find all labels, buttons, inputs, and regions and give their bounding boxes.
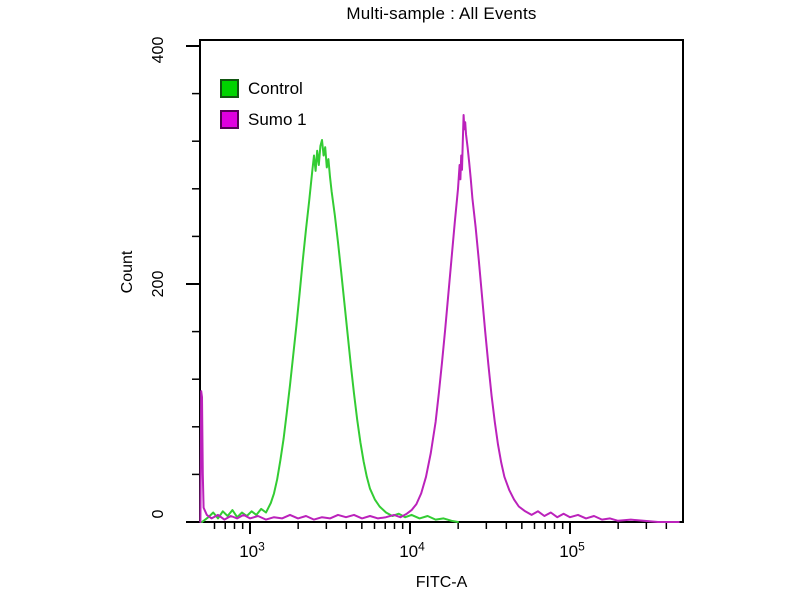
legend-label-control: Control bbox=[248, 78, 303, 98]
x-tick-label-1e4: 104 bbox=[399, 539, 425, 561]
x-tick-label-1e5: 105 bbox=[559, 539, 585, 561]
x-axis-title: FITC-A bbox=[415, 574, 468, 591]
y-tick-label-400: 400 bbox=[150, 36, 167, 64]
y-axis-title: Count bbox=[119, 250, 136, 294]
legend-swatch-control-icon bbox=[220, 78, 239, 98]
control-curve bbox=[201, 139, 459, 523]
legend: Control Sumo 1 bbox=[220, 78, 307, 140]
chart-title: Multi-sample : All Events bbox=[346, 4, 537, 23]
sumo1-curve bbox=[199, 114, 680, 523]
legend-label-sumo1: Sumo 1 bbox=[248, 109, 307, 129]
legend-item-control: Control bbox=[220, 78, 307, 98]
y-tick-label-200: 200 bbox=[150, 270, 167, 298]
legend-item-sumo1: Sumo 1 bbox=[220, 109, 307, 129]
y-tick-label-0: 0 bbox=[150, 509, 167, 519]
plot-border bbox=[199, 39, 684, 523]
x-tick-label-1e3: 103 bbox=[239, 539, 265, 561]
legend-swatch-sumo1-icon bbox=[220, 109, 239, 129]
